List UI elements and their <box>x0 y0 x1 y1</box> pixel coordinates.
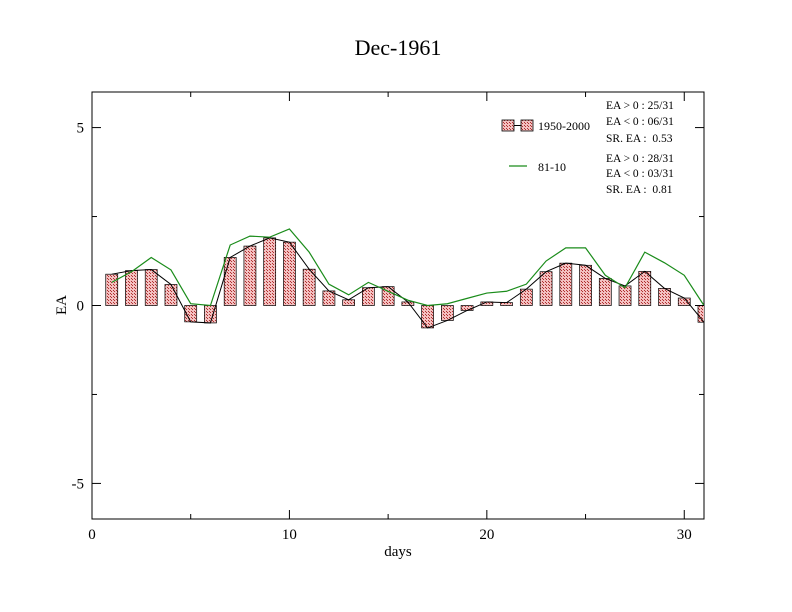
bar-day-10 <box>283 241 296 306</box>
axes: 0 10 20 30 -5 0 5 <box>72 92 704 543</box>
series-line-81-10 <box>111 228 704 307</box>
y-tick-label: -5 <box>72 476 85 492</box>
bar-day-26 <box>598 278 612 306</box>
bar-day-3 <box>144 269 158 306</box>
stats-1950-2000-sr: SR. EA : 0.53 <box>606 133 673 145</box>
bar-day-25 <box>579 264 592 306</box>
x-tick-label: 10 <box>282 527 297 543</box>
x-tick-label: 30 <box>677 527 692 543</box>
bar-day-9 <box>263 237 277 306</box>
bar-day-7 <box>223 257 237 306</box>
stats-81-10-positive: EA > 0 : 28/31 <box>606 153 674 165</box>
legend-label-1950-2000: 1950-2000 <box>538 119 590 133</box>
bars-series-1950-2000 <box>105 237 704 329</box>
bars-connector-line <box>111 237 704 329</box>
bar-day-8 <box>243 245 257 306</box>
chart-title: Dec-1961 <box>355 35 442 60</box>
bar-day-4 <box>164 284 178 306</box>
bar-day-11 <box>302 268 316 306</box>
bar-day-13 <box>342 299 355 306</box>
legend-label-81-10: 81-10 <box>538 160 566 174</box>
bar-day-19 <box>460 305 474 311</box>
x-tick-label: 20 <box>479 527 494 543</box>
stats-81-10-negative: EA < 0 : 03/31 <box>606 168 674 180</box>
x-tick-label: 0 <box>88 527 96 543</box>
y-tick-label: 0 <box>77 299 85 315</box>
bar-day-17 <box>421 305 434 329</box>
bar-day-23 <box>539 271 553 306</box>
legend-swatch-1950-2000-right <box>520 119 534 132</box>
line-series-81-10 <box>111 228 704 307</box>
bar-day-30 <box>677 297 691 306</box>
bar-day-2 <box>125 270 138 306</box>
stats-81-10-sr: SR. EA : 0.81 <box>606 184 673 196</box>
bar-day-24 <box>559 262 573 306</box>
bar-day-1 <box>105 273 119 306</box>
x-axis-label: days <box>384 544 412 560</box>
legend-swatch-1950-2000-left <box>501 119 515 132</box>
stats-1950-2000-positive: EA > 0 : 25/31 <box>606 100 674 112</box>
y-tick-label: 5 <box>77 121 85 137</box>
stats-1950-2000-negative: EA < 0 : 06/31 <box>606 116 674 128</box>
bar-day-27 <box>618 285 632 306</box>
legend: 1950-2000 81-10 EA > 0 : 25/31 EA < 0 : … <box>501 100 674 196</box>
bar-day-31 <box>697 305 704 323</box>
bar-day-28 <box>638 270 652 306</box>
y-axis-label: EA <box>54 295 70 315</box>
